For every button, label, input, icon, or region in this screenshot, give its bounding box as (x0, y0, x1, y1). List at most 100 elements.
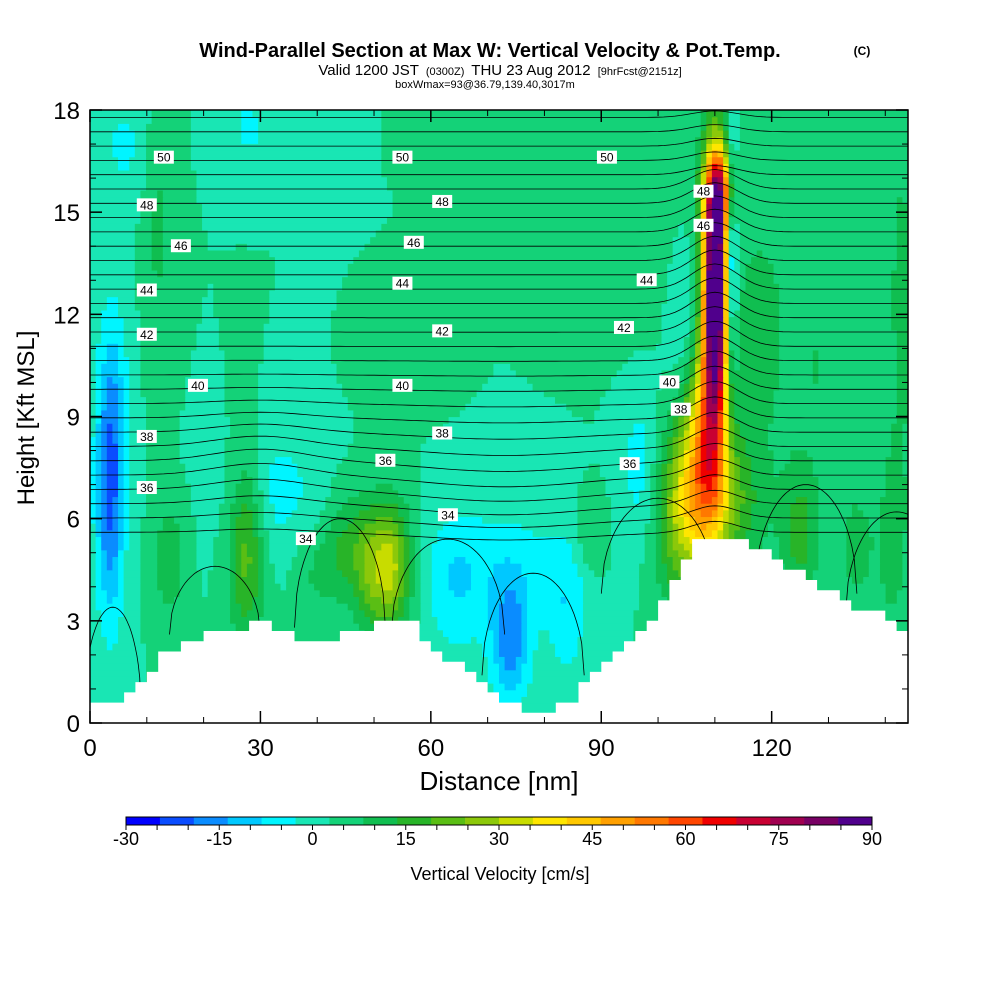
velocity-cell (258, 456, 276, 464)
velocity-cell (258, 469, 270, 478)
velocity-cell (728, 363, 735, 371)
velocity-cell (678, 469, 685, 478)
velocity-cell (717, 443, 724, 451)
velocity-cell (375, 576, 394, 584)
velocity-cell (779, 343, 898, 351)
velocity-cell (476, 389, 545, 398)
velocity-cell (353, 549, 366, 558)
velocity-cell (627, 476, 646, 484)
velocity-cell (118, 496, 125, 504)
velocity-cell (123, 549, 142, 558)
velocity-cell (756, 489, 819, 498)
velocity-cell (101, 549, 108, 558)
velocity-cell (667, 436, 674, 444)
velocity-cell (891, 276, 908, 284)
velocity-cell (353, 423, 444, 431)
velocity-cell (689, 249, 696, 258)
velocity-cell (711, 529, 719, 538)
velocity-cell (118, 403, 125, 411)
velocity-cell (207, 589, 231, 597)
velocity-cell (611, 523, 646, 531)
velocity-cell (672, 363, 685, 371)
velocity-cell (106, 303, 119, 311)
velocity-cell (818, 556, 847, 564)
velocity-cell (403, 529, 410, 538)
velocity-cell (95, 429, 102, 438)
velocity-cell (790, 543, 808, 551)
velocity-cell (258, 576, 265, 584)
valid-line: Valid 1200 JST (0300Z) THU 23 Aug 2012 [… (318, 62, 681, 79)
velocity-cell (896, 376, 908, 384)
velocity-cell (644, 469, 651, 478)
velocity-cell (695, 516, 713, 524)
velocity-cell (644, 536, 657, 544)
velocity-cell (196, 543, 214, 551)
isentrope-label: 40 (659, 375, 680, 389)
velocity-cell (706, 156, 713, 164)
velocity-cell (734, 176, 908, 184)
velocity-cell (129, 463, 147, 471)
velocity-cell (118, 483, 125, 491)
velocity-cell (700, 509, 713, 518)
isentrope-line (90, 489, 908, 516)
velocity-cell (689, 323, 696, 331)
velocity-cell (812, 583, 887, 591)
velocity-cell (179, 423, 231, 431)
velocity-cell (700, 323, 707, 331)
velocity-cell (521, 609, 528, 617)
velocity-cell (403, 589, 410, 597)
velocity-cell (650, 516, 657, 524)
velocity-cell (353, 583, 360, 591)
velocity-cell (723, 456, 730, 464)
velocity-cell (347, 603, 360, 611)
velocity-cell (179, 529, 198, 538)
velocity-cell (123, 469, 130, 478)
velocity-cell (347, 403, 466, 411)
colorbar-tick-label: 45 (582, 829, 602, 849)
velocity-cell (695, 449, 702, 458)
velocity-cell (717, 463, 724, 471)
velocity-cell (146, 136, 192, 144)
velocity-cell (644, 543, 657, 551)
velocity-cell (728, 189, 735, 198)
velocity-cell (263, 563, 276, 571)
velocity-cell (420, 489, 579, 498)
velocity-cell (683, 443, 691, 451)
isentrope-line (90, 365, 908, 392)
velocity-cell (246, 243, 366, 251)
velocity-cell (723, 416, 730, 424)
velocity-cell (95, 529, 102, 538)
velocity-cell (896, 349, 908, 358)
isentrope-line (90, 474, 908, 502)
velocity-cell (403, 496, 422, 504)
velocity-cell (263, 536, 270, 544)
velocity-cell (728, 349, 735, 358)
velocity-cell (700, 376, 707, 384)
velocity-cell (134, 263, 153, 271)
svg-text:48: 48 (697, 185, 711, 199)
velocity-cell (504, 656, 517, 664)
velocity-cell (807, 536, 819, 544)
velocity-cell (739, 236, 898, 244)
velocity-cell (689, 343, 696, 351)
velocity-cell (112, 143, 136, 151)
velocity-cell (521, 643, 528, 651)
isentrope-label: 50 (596, 150, 617, 165)
velocity-cell (118, 543, 125, 551)
velocity-cell (583, 416, 595, 424)
velocity-cell (739, 476, 752, 484)
velocity-cell (269, 489, 304, 498)
velocity-cell (437, 623, 489, 631)
velocity-cell (779, 329, 898, 338)
velocity-cell (644, 556, 657, 564)
velocity-cell (711, 209, 724, 218)
velocity-cell (728, 356, 735, 364)
velocity-cell (269, 483, 304, 491)
velocity-cell (218, 509, 231, 518)
velocity-cell (644, 463, 651, 471)
velocity-cell (118, 616, 142, 624)
velocity-cell (347, 576, 360, 584)
velocity-cell (723, 223, 730, 231)
velocity-cell (162, 203, 203, 211)
velocity-cell (90, 189, 142, 198)
